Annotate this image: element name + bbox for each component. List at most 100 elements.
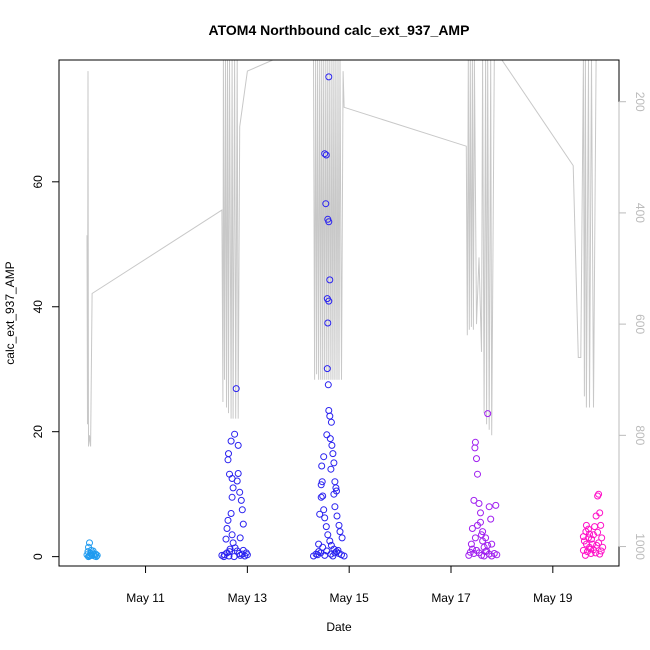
data-point [597,547,605,555]
data-point [326,276,334,284]
data-point [328,441,336,449]
y-tick-label: 0 [31,553,45,560]
data-point [471,534,479,542]
data-point [478,551,485,559]
data-point [586,530,593,538]
data-point [324,531,332,539]
data-point [488,552,496,560]
data-point [89,547,97,555]
data-point [321,514,329,522]
data-point [237,496,245,504]
data-point [594,528,602,536]
data-point [223,525,231,532]
data-point [327,418,335,426]
data-point [474,470,481,478]
data-point [485,503,493,511]
data-point [335,521,343,529]
data-point [479,528,487,536]
data-point [231,430,239,438]
data-point [326,412,334,420]
data-point [475,500,483,507]
data-point [466,548,474,556]
x-tick-label: May 15 [330,591,370,605]
x-tick-label: May 17 [431,591,471,605]
data-point [596,509,604,517]
data-point [325,73,333,81]
data-point [582,521,590,529]
data-point [317,493,325,501]
data-point [234,470,242,477]
data-point [324,381,332,389]
data-point [591,523,599,531]
data-point [598,534,606,542]
data-point [224,456,232,464]
data-point [325,218,333,226]
data-point [327,550,335,558]
data-point [587,545,594,553]
data-point [225,450,232,458]
y-tick-label: 20 [31,425,45,439]
data-point [492,501,500,509]
x-tick-label: May 13 [228,591,268,605]
data-point [467,540,475,548]
data-point [471,438,479,446]
data-point [242,549,250,557]
data-point [317,481,325,489]
data-point [238,506,246,514]
data-point [595,490,603,498]
data-point [585,525,592,533]
data-point [227,437,235,445]
data-point [477,509,484,517]
data-point [474,521,481,529]
data-point [236,534,244,542]
data-point [470,496,478,504]
data-point [484,541,492,549]
data-point [225,552,233,560]
chart-title: ATOM4 Northbound calc_ext_937_AMP [209,22,470,38]
data-point [228,493,236,501]
data-point [338,534,346,542]
data-point [326,435,334,443]
data-point [320,506,328,514]
data-point [493,551,501,559]
data-point [334,546,342,554]
depth-line-layer [86,60,597,447]
data-point [92,553,100,561]
data-point [325,407,333,414]
data-point [318,462,326,470]
data-point [329,450,337,458]
data-point [595,539,603,547]
data-point [590,546,597,554]
data-point [482,534,490,542]
data-point [234,441,242,449]
y-axis-label: calc_ext_937_AMP [3,261,17,364]
data-point [332,484,340,492]
data-point [471,444,479,452]
data-point [326,537,334,545]
data-point [319,492,327,500]
data-point [228,531,236,539]
data-point [488,540,496,548]
y-tick-label: 40 [31,300,45,314]
scatter-points-layer [83,73,607,561]
y-axis: 0 20 40 60 [31,175,60,560]
data-point [340,552,348,560]
data-point [322,151,330,159]
data-point [233,477,241,485]
data-point [333,512,341,520]
x-axis: May 11 May 13 May 15 May 17 May 19 [126,565,573,605]
right-y-tick-label: 800 [633,425,647,445]
data-point [582,540,590,548]
data-point [88,551,96,559]
x-axis-label: Date [326,620,352,634]
data-point [220,553,228,561]
data-point [331,478,339,486]
right-y-tick-label: 400 [633,203,647,223]
data-point [330,459,338,467]
data-point [314,551,322,559]
data-point [597,521,605,529]
right-y-tick-label: 1000 [633,533,647,560]
data-point [86,539,93,547]
x-tick-label: May 11 [126,591,165,605]
